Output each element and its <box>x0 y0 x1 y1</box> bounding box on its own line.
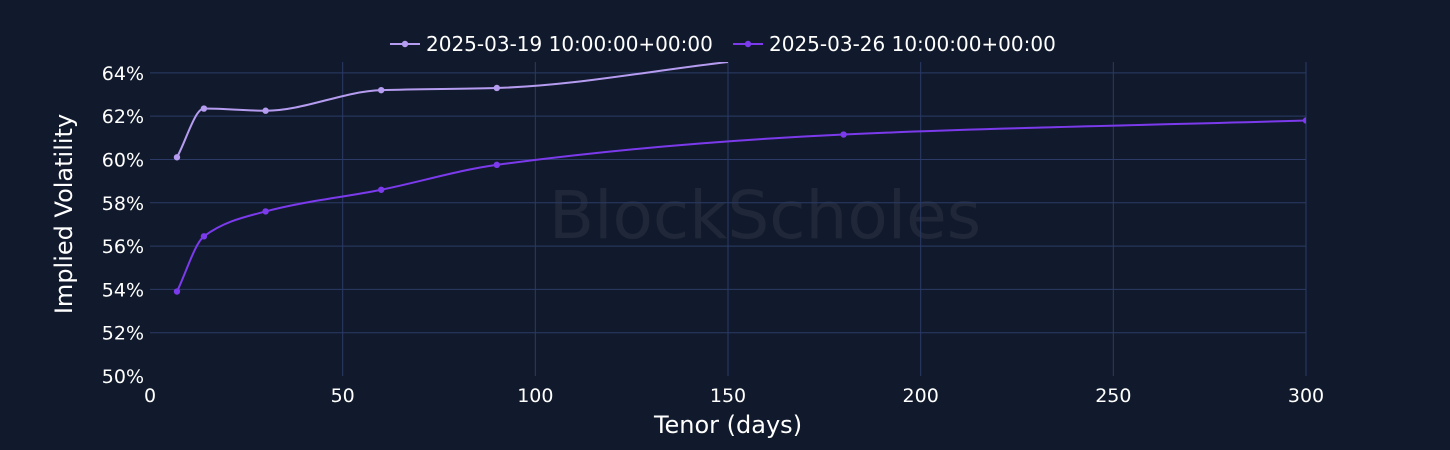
y-tick-label: 64% <box>102 63 144 85</box>
y-tick-label: 58% <box>102 193 144 215</box>
legend-label: 2025-03-19 10:00:00+00:00 <box>426 32 713 56</box>
data-point <box>200 105 208 112</box>
series-2 <box>173 117 1306 295</box>
tick-layer: 0 50 100 150 200 250 300 50% 52% 54% 56% 58% 60% 62% 6… <box>102 63 1324 407</box>
y-tick-label: 56% <box>102 236 144 258</box>
data-point <box>493 84 500 92</box>
y-tick-label: 54% <box>102 279 144 301</box>
series-line <box>176 62 729 158</box>
x-tick-label: 250 <box>1095 385 1131 407</box>
y-tick-label: 62% <box>102 106 144 128</box>
y-tick-label: 50% <box>102 366 144 388</box>
x-tick-label: 300 <box>1288 385 1324 407</box>
x-tick-label: 50 <box>331 385 355 407</box>
y-axis-title: Implied Volatility <box>50 114 78 314</box>
x-axis-title: Tenor (days) <box>653 411 802 439</box>
data-point <box>262 107 269 114</box>
data-point <box>378 186 385 193</box>
series-layer <box>173 62 1306 295</box>
data-point <box>200 233 208 240</box>
series-1 <box>173 62 729 161</box>
legend-item-1[interactable]: 2025-03-19 10:00:00+00:00 <box>390 32 713 56</box>
grid-layer <box>150 62 1307 376</box>
y-tick-label: 52% <box>102 323 144 345</box>
y-tick-label: 60% <box>102 149 144 171</box>
legend[interactable]: 2025-03-19 10:00:00+00:00 2025-03-26 10:0… <box>390 32 1056 56</box>
data-point <box>1302 117 1306 124</box>
data-point <box>262 208 269 215</box>
data-point <box>378 86 385 94</box>
x-tick-label: 150 <box>710 385 746 407</box>
data-point <box>173 154 181 161</box>
legend-swatch-marker <box>401 40 409 48</box>
legend-label: 2025-03-26 10:00:00+00:00 <box>769 32 1056 56</box>
data-point <box>840 131 847 138</box>
watermark-text: BlockScholes <box>549 177 981 254</box>
data-point <box>173 288 181 295</box>
legend-swatch-marker <box>744 40 752 48</box>
legend-item-2[interactable]: 2025-03-26 10:00:00+00:00 <box>733 32 1056 56</box>
data-point <box>493 161 500 169</box>
x-tick-label: 0 <box>144 385 156 407</box>
x-tick-label: 200 <box>903 385 939 407</box>
x-tick-label: 100 <box>517 385 553 407</box>
